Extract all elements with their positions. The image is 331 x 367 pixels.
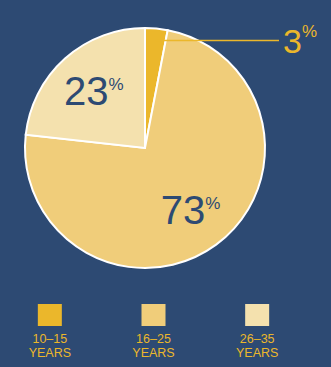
data-labels: 3% 73% 23%	[64, 22, 317, 233]
legend-swatch	[38, 304, 62, 326]
legend-label: 16–25YEARS	[132, 332, 174, 360]
legend-item: 16–25YEARS	[132, 304, 174, 360]
pie-slice	[26, 28, 145, 148]
legend-label: 10–15YEARS	[29, 332, 71, 360]
legend-label: 26–35YEARS	[236, 332, 278, 360]
legend-swatch	[142, 304, 166, 326]
legend: 10–15YEARS 16–25YEARS 26–35YEARS	[29, 304, 279, 360]
legend-item: 26–35YEARS	[236, 304, 278, 360]
background	[0, 0, 331, 367]
legend-swatch	[245, 304, 269, 326]
legend-item: 10–15YEARS	[29, 304, 71, 360]
chart: 3% 73% 23% 10–15YEARS 16–25YEARS 26–35YEARS	[0, 0, 331, 367]
data-label: 23%	[64, 69, 124, 113]
data-label: 73%	[161, 188, 221, 232]
data-label: 3%	[283, 22, 317, 60]
leader-line	[155, 40, 279, 42]
pie	[25, 28, 265, 268]
